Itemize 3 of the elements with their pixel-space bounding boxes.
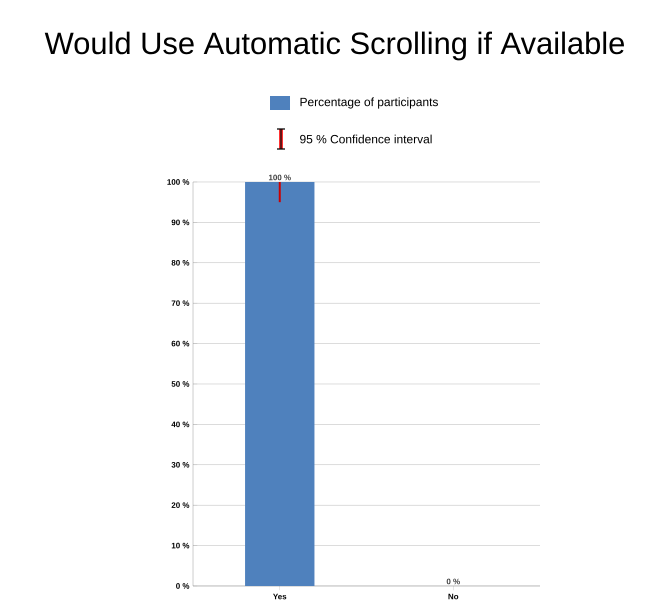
chart-title: Would Use Automatic Scrolling if Available <box>44 32 624 60</box>
text: 95 % Confidence interval <box>300 134 432 144</box>
legend-label: Percentage of participants <box>300 97 438 109</box>
